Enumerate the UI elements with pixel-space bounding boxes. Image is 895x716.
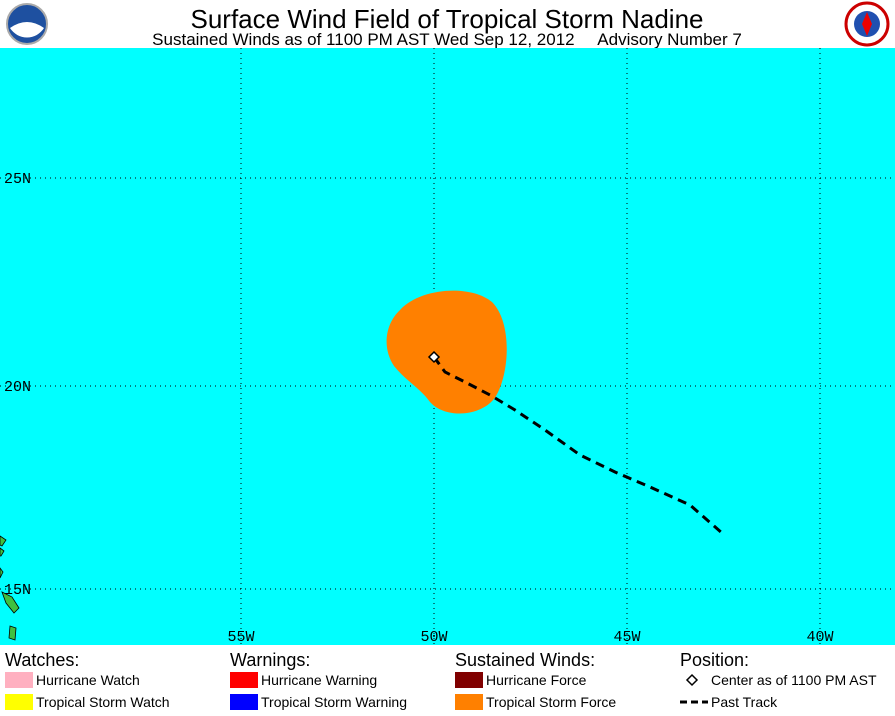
legend-label: Tropical Storm Force [486,694,616,710]
lon-label: 55W [227,629,254,646]
lat-label: 15N [4,582,31,599]
legend-swatch [455,694,483,710]
legend-heading: Sustained Winds: [455,650,595,670]
storm-center [427,350,441,364]
legend-swatch [5,672,33,688]
noaa-logo [6,3,48,45]
legend-label: Center as of 1100 PM AST [711,672,877,688]
legend-heading: Warnings: [230,650,310,670]
legend-heading: Position: [680,650,749,670]
legend-label: Past Track [711,694,778,710]
islands [0,535,20,641]
title: Surface Wind Field of Tropical Storm Nad… [191,4,704,34]
legend-label: Tropical Storm Warning [261,694,407,710]
legend-swatch [5,694,33,710]
legend-label: Hurricane Warning [261,672,377,688]
legend-label: Hurricane Watch [36,672,140,688]
lon-label: 50W [420,629,447,646]
lon-label: 40W [806,629,833,646]
legend-heading: Watches: [5,650,79,670]
legend-swatch [455,672,483,688]
graticule [0,48,895,645]
nws-logo [844,1,890,47]
legend-swatch [230,694,258,710]
tropical-storm-force-area [386,290,507,414]
legend-center-icon [685,673,699,687]
lat-label: 20N [4,379,31,396]
subtitle: Sustained Winds as of 1100 PM AST Wed Se… [152,30,742,49]
past-track [432,356,723,535]
lon-label: 45W [613,629,640,646]
legend-swatch [230,672,258,688]
lat-label: 25N [4,171,31,188]
legend-label: Tropical Storm Watch [36,694,170,710]
legend-label: Hurricane Force [486,672,587,688]
